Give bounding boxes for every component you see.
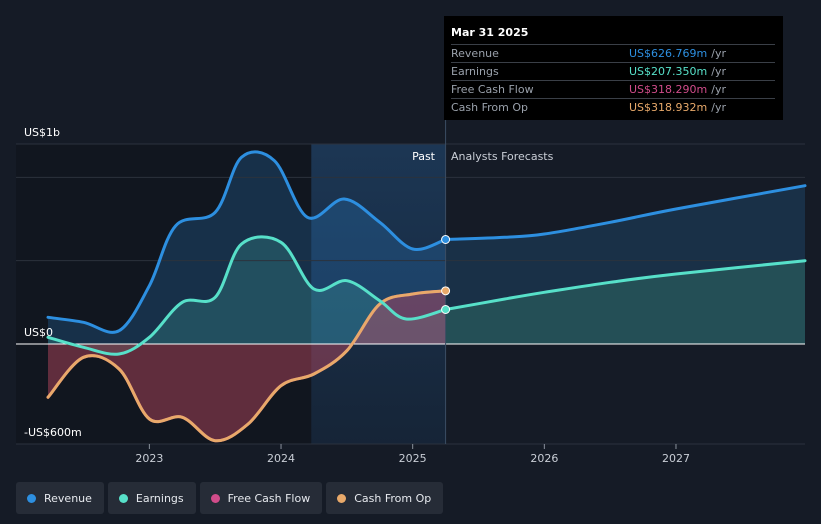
tooltip-unit: /yr [711,65,726,78]
legend-label: Revenue [44,491,92,505]
tooltip-value: US$318.290m [629,83,708,96]
tooltip-unit: /yr [711,101,726,114]
legend-dot-icon [210,493,220,503]
section-forecast-label: Analysts Forecasts [451,150,554,163]
tooltip: Mar 31 2025 Revenue US$626.769m /yr Earn… [444,16,783,120]
free-cash-flow-area [48,291,446,441]
revenue-forecast-line [444,184,807,241]
tooltip-unit: /yr [711,47,726,60]
revenue-marker [441,235,451,244]
x-tick-label: 2024 [267,452,295,465]
tooltip-row-revenue: Revenue US$626.769m /yr [451,44,775,62]
cash-from-op-line [46,289,448,443]
legend-dot-icon [27,493,36,503]
earnings-area [48,236,446,355]
legend-label: Earnings [135,491,184,505]
chart-markers [441,235,451,314]
legend-dot-icon [337,493,347,503]
x-tick-label: 2027 [662,452,690,465]
legend: Revenue Earnings Free Cash Flow Cash Fro… [16,482,444,514]
tooltip-unit: /yr [711,83,726,96]
x-tick-label: 2025 [399,452,427,465]
legend-label: Cash From Op [354,491,432,505]
past-shade [16,144,312,444]
chart-lines [46,150,807,443]
legend-item-cash-from-op[interactable]: Cash From Op [326,482,444,514]
tooltip-value: US$318.932m [629,101,708,114]
x-axis-ticks: 2023 2024 2025 2026 2027 [135,444,690,465]
tooltip-label: Earnings [451,65,499,78]
legend-label: Free Cash Flow [227,491,311,505]
earnings-forecast-area [445,260,805,344]
earnings-forecast-line [444,259,807,311]
earnings-marker [441,305,451,314]
legend-item-revenue[interactable]: Revenue [16,482,104,514]
x-tick-label: 2023 [135,452,163,465]
tooltip-label: Free Cash Flow [451,83,534,96]
tooltip-value: US$626.769m [629,47,708,60]
tooltip-row-cash-from-op: Cash From Op US$318.932m /yr [451,98,775,116]
legend-dot-icon [118,493,128,503]
tooltip-row-free-cash-flow: Free Cash Flow US$318.290m /yr [451,80,775,98]
x-tick-label: 2026 [530,452,558,465]
section-past-label: Past [412,150,436,163]
legend-item-free-cash-flow[interactable]: Free Cash Flow [199,482,323,514]
tooltip-label: Cash From Op [451,101,529,114]
y-label-zero: US$0 [24,326,53,339]
tooltip-date: Mar 31 2025 [451,26,529,39]
tooltip-value: US$207.350m [629,65,708,78]
legend-item-earnings[interactable]: Earnings [107,482,196,514]
tooltip-label: Revenue [451,47,499,60]
y-label-top: US$1b [24,126,60,139]
y-label-bottom: -US$600m [24,426,82,439]
revenue-line [46,150,448,334]
cash-from-op-marker [441,286,451,296]
tooltip-row-earnings: Earnings US$207.350m /yr [451,62,775,80]
earnings-line [46,235,448,356]
